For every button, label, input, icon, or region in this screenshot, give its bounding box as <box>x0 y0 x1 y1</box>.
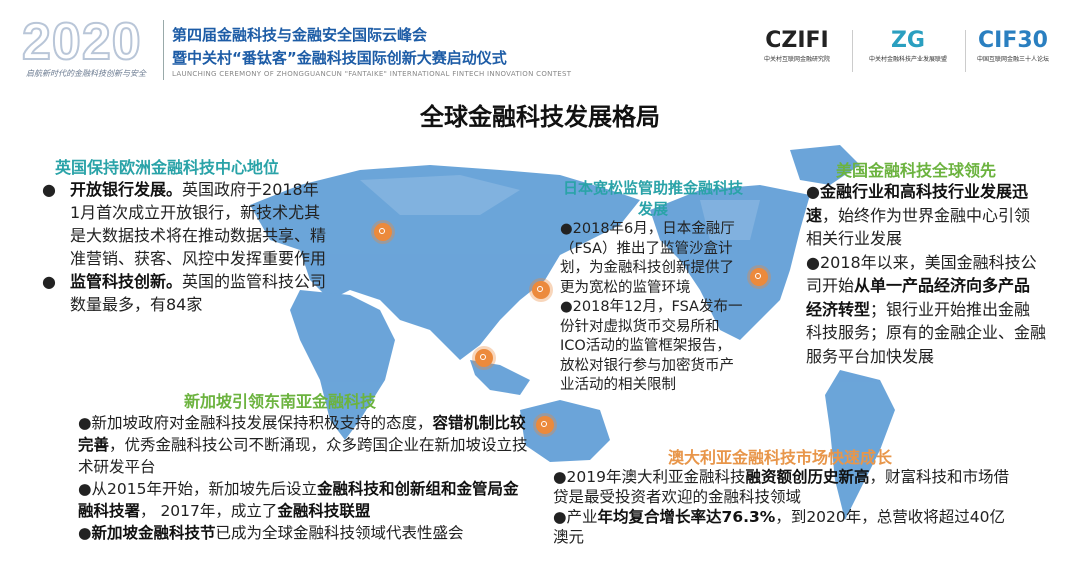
bullet-item: ●新加坡政府对金融科技发展保持积极支持的态度，容错机制比较完善，优秀金融科技公司… <box>78 412 533 478</box>
text: ，财富科技和市场借贷是最受投资者欢迎的金融科技领域 <box>553 468 1010 506</box>
australia-location-marker-icon <box>536 416 554 434</box>
bullet-item: ● 监管科技创新。英国的监管科技公司数量最多，有84家 <box>38 270 328 316</box>
uk-section: ● 开放银行发展。英国政府于2018年1月首次成立开放银行，新技术尤其是大数据技术… <box>38 178 328 316</box>
africa-shape <box>290 290 395 440</box>
bold-text: 新加坡金融科技节 <box>91 524 216 542</box>
bold-text: 容错机制比较完善 <box>78 414 526 454</box>
bold-text: 年均复合增长率达76.3% <box>597 508 776 526</box>
australia-section: ●2019年澳大利亚金融科技融资额创历史新高，财富科技和市场借贷是最受投资者欢迎… <box>553 467 1013 547</box>
bullet-item: ●2018年以来，美国金融科技公司开始从单一产品经济向多产品经济转型；银行业开始… <box>806 251 1046 369</box>
text: ●新加坡政府对金融科技发展保持积极支持的态度， <box>78 414 433 432</box>
alliance-logo: ZG 中关村金融科技产业发展联盟 <box>868 28 947 63</box>
text: ● <box>78 524 92 542</box>
australia-section-title: 澳大利亚金融科技市场快速成长 <box>668 448 893 467</box>
text: ● <box>806 182 820 201</box>
event-subtitle-en: LAUNCHING CEREMONY OF ZHONGGUANCUN "FANT… <box>172 70 572 78</box>
bullet-item: ●2018年6月，日本金融厅（FSA）推出了监管沙盒计划，为金融科技创新提供了更… <box>560 220 745 298</box>
text: 英国的监管科技公司数量最多，有84家 <box>70 272 327 314</box>
usa-section: ●金融行业和高科技行业发展迅速，始终作为世界金融中心引领相关行业发展 ●2018年… <box>806 180 1046 368</box>
bullet-item: ●从2015年开始，新加坡先后设立金融科技和创新组和金管局金融科技署， 2017… <box>78 478 533 522</box>
bold-text: 金融行业和高科技行业发展迅速 <box>806 182 1028 225</box>
bold-text: 金融科技联盟 <box>277 502 371 520</box>
text: 英国政府于2018年1月首次成立开放银行，新技术尤其是大数据技术将在推动数据共享… <box>70 180 327 268</box>
text: ●2018年6月，日本金融厅（FSA）推出了监管沙盒计划，为金融科技创新提供了更… <box>560 221 735 296</box>
text: ， 2017年，成立了 <box>140 502 278 520</box>
bullet-item: ●产业年均复合增长率达76.3%，到2020年，总营收将超过40亿澳元 <box>553 507 1013 547</box>
southeast-asia-shape <box>470 360 530 395</box>
text: ，优秀金融科技公司不断涌现，众多跨国企业在新加坡设立技术研发平台 <box>78 436 528 476</box>
cif30-logo: CIF30 中国互联网金融三十人论坛 <box>976 28 1049 63</box>
slogan: 启航新时代的金融科技创新与安全 <box>26 69 146 78</box>
bullet-item: ● 开放银行发展。英国政府于2018年1月首次成立开放银行，新技术尤其是大数据技术… <box>38 178 328 270</box>
czifi-logo: CZIFI 中关村互联网金融研究院 <box>763 28 830 63</box>
header-divider <box>163 20 164 80</box>
usa-location-marker-icon <box>750 268 768 286</box>
uk-section-title: 英国保持欧洲金融科技中心地位 <box>55 158 280 177</box>
text: ●产业 <box>553 508 598 526</box>
text: ●2018年12月，FSA发布一份针对虚拟货币交易所和ICO活动的监管框架报告，… <box>560 299 743 393</box>
japan-section-title: 日本宽松监管助推金融科技发展 <box>562 179 743 218</box>
event-title-line1: 第四届金融科技与金融安全国际云峰会 <box>172 26 428 44</box>
text: ●从2015年开始，新加坡先后设立 <box>78 480 317 498</box>
year-logo: 2020 <box>21 12 142 72</box>
bullet-item: ●金融行业和高科技行业发展迅速，始终作为世界金融中心引领相关行业发展 <box>806 180 1046 251</box>
japan-section: ●2018年6月，日本金融厅（FSA）推出了监管沙盒计划，为金融科技创新提供了更… <box>560 220 745 396</box>
singapore-section: ●新加坡政府对金融科技发展保持积极支持的态度，容错机制比较完善，优秀金融科技公司… <box>78 412 533 544</box>
bullet-disc-icon: ● <box>42 180 56 199</box>
bold-text: 从单一产品经济向多产品经济转型 <box>806 276 1031 319</box>
logo-divider <box>965 30 966 72</box>
text: ●2018年以来，美国金融科技公司开始 <box>806 252 1037 296</box>
bold-text: 融资额创历史新高 <box>745 468 870 486</box>
text: 已成为全球金融科技领域代表性盛会 <box>215 524 464 542</box>
singapore-location-marker-icon <box>475 349 493 367</box>
page-title: 全球金融科技发展格局 <box>420 103 660 131</box>
south-america-shape <box>825 370 895 520</box>
bold-text: 金融科技和创新组和金管局金融科技署 <box>78 480 519 520</box>
bullet-item: ●2019年澳大利亚金融科技融资额创历史新高，财富科技和市场借贷是最受投资者欢迎… <box>553 467 1013 507</box>
bold-text: 监管科技创新。 <box>70 272 183 291</box>
bullet-item: ●新加坡金融科技节已成为全球金融科技领域代表性盛会 <box>78 522 533 544</box>
eurasia-shape <box>250 165 640 360</box>
text: ；银行业开始推出金融科技服务；原有的金融企业、金融服务平台加快发展 <box>806 299 1047 366</box>
logo-divider <box>852 30 853 72</box>
event-title-line2: 暨中关村“番钛客”金融科技国际创新大赛启动仪式 <box>172 49 507 67</box>
greenland-shape <box>790 145 860 185</box>
bold-text: 开放银行发展。 <box>70 180 183 199</box>
singapore-section-title: 新加坡引领东南亚金融科技 <box>183 392 376 411</box>
north-america-shape <box>650 185 810 340</box>
text: ，到2020年，总营收将超过40亿澳元 <box>553 508 1005 546</box>
text: ，始终作为世界金融中心引领相关行业发展 <box>806 205 1031 249</box>
australia-shape <box>520 400 610 462</box>
bullet-disc-icon: ● <box>42 272 56 291</box>
text: ●2019年澳大利亚金融科技 <box>553 468 746 486</box>
usa-section-title: 美国金融科技全球领先 <box>836 161 997 180</box>
uk-location-marker-icon <box>374 223 392 241</box>
bullet-item: ●2018年12月，FSA发布一份针对虚拟货币交易所和ICO活动的监管框架报告，… <box>560 298 745 396</box>
japan-location-marker-icon <box>532 281 550 299</box>
